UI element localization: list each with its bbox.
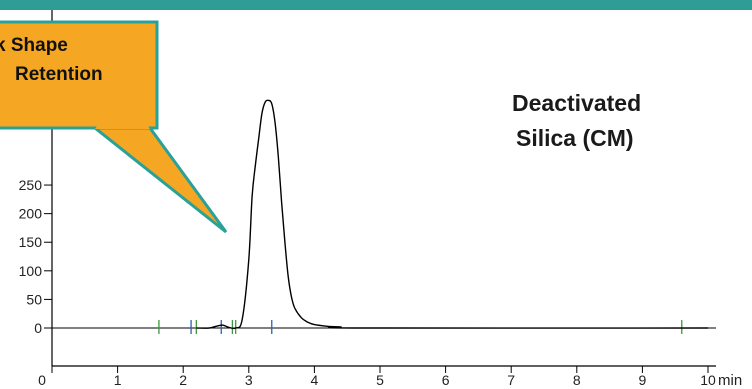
- x-tick-label: 4: [311, 372, 319, 388]
- x-tick-label: 9: [639, 372, 647, 388]
- x-tick-label: 0: [38, 372, 46, 388]
- y-tick-label: 250: [19, 177, 43, 193]
- x-tick-label: 10: [700, 372, 716, 388]
- annotation-line-1: Deactivated: [512, 90, 641, 116]
- chromatogram-trace: [196, 99, 709, 330]
- x-tick-label: 7: [507, 372, 515, 388]
- y-tick-label: 0: [34, 320, 42, 336]
- x-tick-label: 1: [114, 372, 122, 388]
- callout-line-2: Retention: [15, 64, 103, 85]
- x-unit-label: min: [718, 372, 742, 389]
- x-tick-label: 8: [573, 372, 581, 388]
- y-tick-label: 100: [19, 263, 43, 279]
- x-tick-label: 6: [442, 372, 450, 388]
- callout-pointer: [90, 126, 228, 234]
- y-tick-label: 150: [19, 234, 43, 250]
- x-tick-label: 2: [179, 372, 187, 388]
- callout-pointer-joint: [95, 126, 150, 129]
- callout: k Shape Retention: [0, 20, 228, 234]
- y-tick-label: 200: [19, 206, 43, 222]
- x-tick-label: 3: [245, 372, 253, 388]
- annotation-line-2: Silica (CM): [516, 125, 634, 151]
- top-accent-bar: [0, 0, 752, 10]
- callout-line-1: k Shape: [0, 35, 68, 56]
- y-tick-label: 50: [26, 291, 42, 307]
- x-tick-label: 5: [376, 372, 384, 388]
- callout-box: [0, 20, 159, 130]
- event-markers: [158, 320, 683, 334]
